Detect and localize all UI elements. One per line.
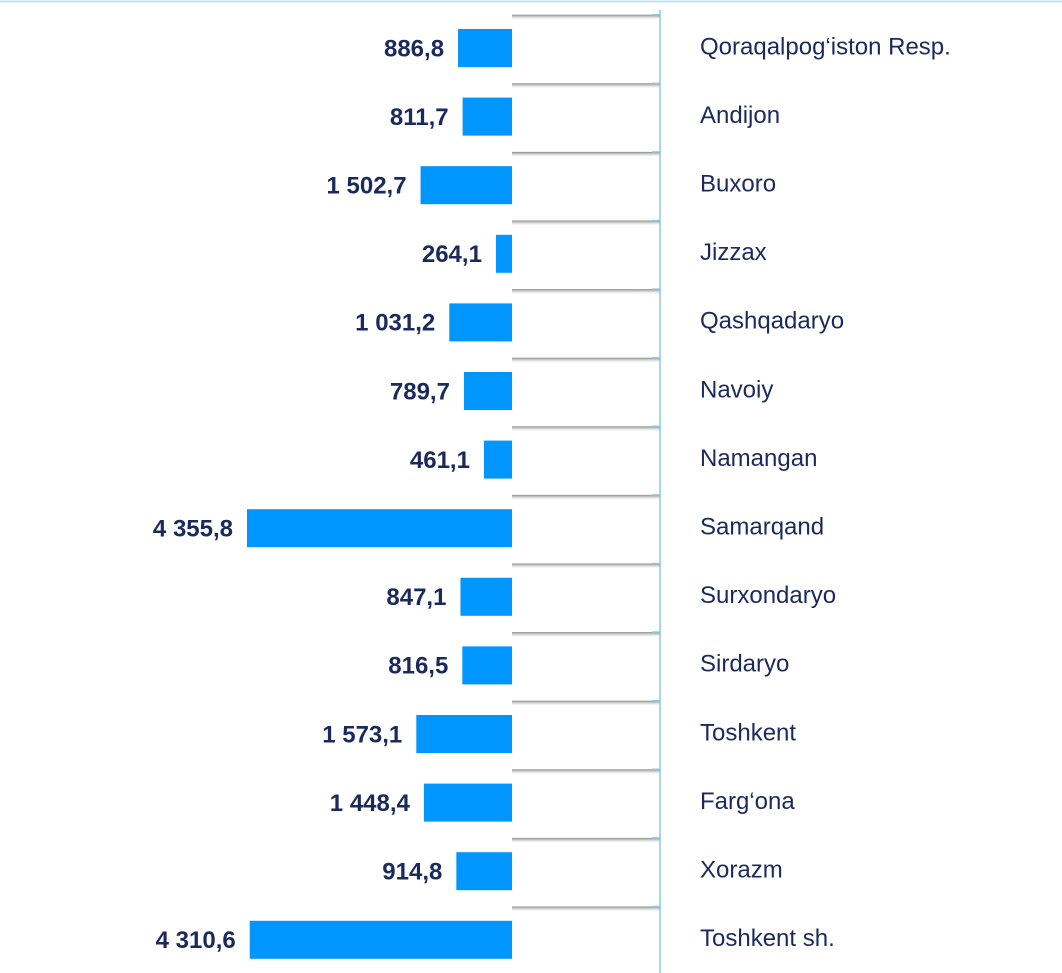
category-label: Sirdaryo: [700, 651, 789, 678]
category-label: Jizzax: [700, 239, 767, 266]
bar: [463, 372, 512, 410]
value-label: 914,8: [382, 859, 442, 886]
row-shade: [512, 494, 660, 500]
value-label: 886,8: [384, 35, 444, 62]
value-label: 1 448,4: [330, 790, 411, 817]
row-shade: [512, 632, 660, 638]
row-shade: [512, 357, 660, 363]
row-shade: [512, 426, 660, 432]
category-label: Buxoro: [700, 171, 776, 198]
bar: [456, 852, 512, 891]
category-label: Samarqand: [700, 514, 824, 541]
category-label: Namangan: [700, 445, 817, 472]
bar: [420, 166, 512, 205]
bar: [449, 303, 512, 342]
value-label: 264,1: [422, 241, 482, 268]
row-shade: [512, 289, 660, 295]
category-label: Toshkent: [700, 719, 796, 746]
value-label: 847,1: [386, 584, 446, 611]
row-shade: [512, 563, 660, 569]
category-label: Xorazm: [700, 857, 783, 884]
category-label: Qashqadaryo: [700, 308, 844, 335]
category-label: Andijon: [700, 102, 780, 129]
row-shade: [512, 83, 660, 89]
value-label: 811,7: [390, 104, 449, 131]
row-shade: [512, 906, 660, 912]
bar: [460, 577, 512, 616]
category-label: Qoraqalpog‘iston Resp.: [700, 33, 951, 60]
bar: [416, 715, 512, 753]
value-label: 1 031,2: [355, 310, 435, 337]
row-shade: [512, 14, 660, 20]
bar: [249, 920, 513, 959]
bar: [423, 783, 512, 822]
value-label: 461,1: [410, 447, 470, 474]
category-label: Farg‘ona: [700, 788, 795, 815]
row-shade: [512, 220, 660, 226]
row-shade: [512, 151, 660, 157]
row-shade: [512, 837, 660, 843]
value-label: 789,7: [390, 378, 450, 405]
bar: [495, 234, 512, 273]
value-label: 816,5: [388, 653, 448, 680]
value-label: 1 573,1: [322, 721, 402, 748]
value-label: 4 355,8: [153, 516, 233, 543]
row-shade: [512, 700, 660, 706]
value-label: 1 502,7: [326, 173, 406, 200]
row-shade: [512, 769, 660, 775]
category-label: Toshkent sh.: [700, 925, 835, 952]
bar: [247, 509, 512, 548]
category-label: Navoiy: [700, 376, 773, 403]
category-label: Surxondaryo: [700, 582, 836, 609]
bar: [483, 440, 512, 479]
bar: [462, 646, 512, 685]
bar: [462, 97, 512, 136]
value-label: 4 310,6: [156, 927, 236, 954]
bar: [458, 29, 512, 67]
